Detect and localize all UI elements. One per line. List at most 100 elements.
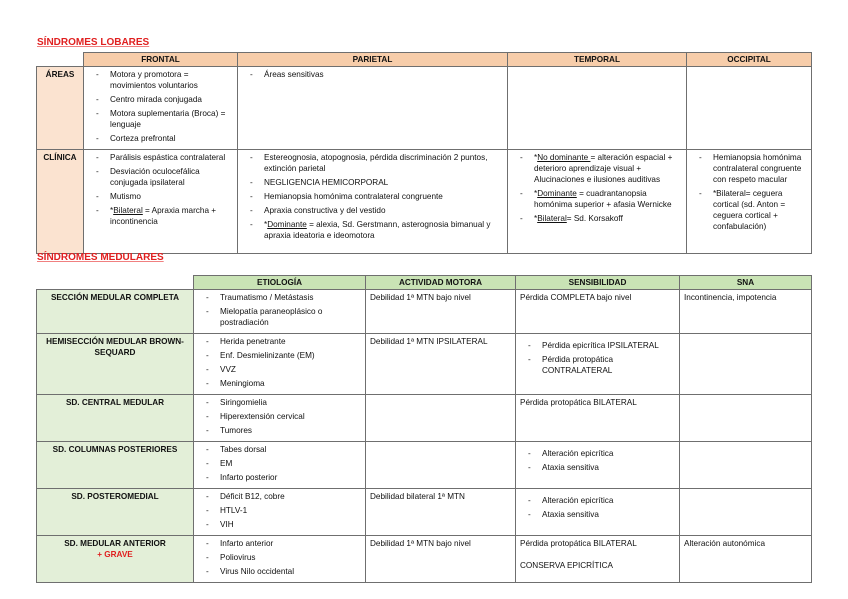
list-item: Pérdida epicrítica IPSILATERAL <box>528 340 675 351</box>
list-item: *Bilateral= Sd. Korsakoff <box>520 213 682 224</box>
bullet-list: Pérdida epicrítica IPSILATERAL Pérdida pr… <box>520 336 675 376</box>
motora-cell: Debilidad 1ª MTN IPSILATERAL <box>365 333 516 395</box>
item-emphasis: Dominante <box>537 189 577 198</box>
list-item: *No dominante = alteración espacial + de… <box>520 152 682 185</box>
bullet-list: Estereognosia, atopognosia, pérdida disc… <box>242 152 503 241</box>
list-item: *Bilateral= ceguera cortical (sd. Anton … <box>699 188 807 232</box>
table-row: HEMISECCIÓN MEDULAR BROWN-SEQUARD Herida … <box>36 333 812 395</box>
list-item: *Bilateral = Apraxia marcha + incontinen… <box>96 205 233 227</box>
bullet-list: Herida penetrante Enf. Desmielinizante (E… <box>198 336 361 389</box>
table-cell: Hemianopsia homónima contralateral congr… <box>686 149 812 254</box>
bullet-list: Alteración epicrítica Ataxia sensitiva <box>520 444 675 473</box>
list-item: Meningioma <box>206 378 361 389</box>
list-item: Hemianopsia homónima contralateral congr… <box>699 152 807 185</box>
sensibilidad-cell: Pérdida protopática BILATERAL <box>515 394 680 442</box>
list-item: Tabes dorsal <box>206 444 361 455</box>
item-text: Hemianopsia homónima contralateral congr… <box>713 153 802 184</box>
sensibilidad-cell: Alteración epicrítica Ataxia sensitiva <box>515 488 680 536</box>
list-item: Traumatismo / Metástasis <box>206 292 361 303</box>
column-header: PARIETAL <box>237 52 508 67</box>
etiologia-cell: Herida penetrante Enf. Desmielinizante (E… <box>193 333 366 395</box>
item-prefix: * <box>264 220 268 229</box>
row-label: SD. POSTEROMEDIAL <box>36 488 194 536</box>
bullet-list: Déficit B12, cobre HTLV-1 VIH <box>198 491 361 530</box>
column-header: OCCIPITAL <box>686 52 812 67</box>
sensibilidad-cell: Pérdida protopática BILATERAL CONSERVA EP… <box>515 535 680 583</box>
sna-cell <box>679 488 812 536</box>
sensibilidad-text: Pérdida COMPLETA bajo nivel <box>520 293 632 302</box>
column-header: ACTIVIDAD MOTORA <box>365 275 516 290</box>
bullet-list: Motora y promotora = movimientos volunta… <box>88 69 233 144</box>
bullet-list: * No dominante = alteración espacial + de… <box>512 152 682 224</box>
list-item: EM <box>206 458 361 469</box>
list-item: Siringomielia <box>206 397 361 408</box>
item-text: = Sd. Korsakoff <box>566 214 623 223</box>
bullet-list: Siringomielia Hiperextensión cervical Tumo… <box>198 397 361 436</box>
list-item: Déficit B12, cobre <box>206 491 361 502</box>
list-item: Corteza prefrontal <box>96 133 233 144</box>
item-text: Centro mirada conjugada <box>110 95 202 104</box>
item-prefix: * <box>534 214 538 223</box>
item-text: *Bilateral= ceguera cortical (sd. Anton … <box>713 189 786 231</box>
item-emphasis: Bilateral <box>113 206 143 215</box>
corner-cell <box>37 53 84 67</box>
list-item: Infarto posterior <box>206 472 361 483</box>
sna-cell: Alteración autonómica <box>679 535 812 583</box>
etiologia-cell: Siringomielia Hiperextensión cervical Tumo… <box>193 394 366 442</box>
list-item: Motora suplementaria (Broca) = lenguaje <box>96 108 233 130</box>
item-prefix: * <box>534 189 538 198</box>
sensibilidad-cell: Pérdida epicrítica IPSILATERAL Pérdida pr… <box>515 333 680 395</box>
table-cell: Estereognosia, atopognosia, pérdida disc… <box>237 149 508 254</box>
motora-cell: Debilidad bilateral 1ª MTN <box>365 488 516 536</box>
table-row: ÁREAS Motora y promotora = movimientos vo… <box>36 66 812 150</box>
syndrome-name: SD. COLUMNAS POSTERIORES <box>52 445 178 454</box>
medulares-table: ETIOLOGÍA ACTIVIDAD MOTORA SENSIBILIDAD SNA… <box>36 275 812 583</box>
item-text: Parálisis espástica contralateral <box>110 153 226 162</box>
column-header: FRONTAL <box>83 52 238 67</box>
row-label: SD. MEDULAR ANTERIOR + GRAVE <box>36 535 194 583</box>
row-label: SD. COLUMNAS POSTERIORES <box>36 441 194 489</box>
bullet-list: Infarto anterior Poliovirus Virus Nilo occ… <box>198 538 361 577</box>
motora-cell: Debilidad 1ª MTN bajo nivel <box>365 535 516 583</box>
table-row: SD. COLUMNAS POSTERIORES Tabes dorsal EM In… <box>36 441 812 489</box>
list-item: Ataxia sensitiva <box>528 462 675 473</box>
motora-cell <box>365 441 516 489</box>
list-item: Apraxia constructiva y del vestido <box>250 205 503 216</box>
sna-cell <box>679 394 812 442</box>
item-text: Corteza prefrontal <box>110 134 176 143</box>
list-item: HTLV-1 <box>206 505 361 516</box>
table-cell: * No dominante = alteración espacial + de… <box>507 149 687 254</box>
table-row: SD. MEDULAR ANTERIOR + GRAVE Infarto anter… <box>36 535 812 583</box>
list-item: *Dominante = cuadrantanopsia homónima su… <box>520 188 682 210</box>
etiologia-cell: Tabes dorsal EM Infarto posterior <box>193 441 366 489</box>
list-item: Mutismo <box>96 191 233 202</box>
list-item: Enf. Desmielinizante (EM) <box>206 350 361 361</box>
table-row: SD. CENTRAL MEDULAR Siringomielia Hiperext… <box>36 394 812 442</box>
item-text: Áreas sensitivas <box>264 70 324 79</box>
list-item: Pérdida protopática CONTRALATERAL <box>528 354 675 376</box>
table-cell <box>686 66 812 150</box>
lobares-title: SÍNDROMES LOBARES <box>37 37 150 48</box>
table-cell: Parálisis espástica contralateral Desviac… <box>83 149 238 254</box>
item-text: = Apraxia marcha + incontinencia <box>110 206 217 226</box>
item-text: = alexia, Sd. Gerstmann, asterognosia bi… <box>264 220 491 240</box>
syndrome-name: HEMISECCIÓN MEDULAR BROWN-SEQUARD <box>46 337 184 357</box>
sna-cell <box>679 333 812 395</box>
column-header: SNA <box>679 275 812 290</box>
bullet-list: Tabes dorsal EM Infarto posterior <box>198 444 361 483</box>
item-emphasis: No dominante <box>537 153 591 162</box>
item-text: Apraxia constructiva y del vestido <box>264 206 386 215</box>
list-item: Mielopatía paraneoplásico o postradiació… <box>206 306 361 328</box>
item-text: = alteración espacial + deterioro aprend… <box>534 153 673 184</box>
bullet-list: Hemianopsia homónima contralateral congr… <box>691 152 807 232</box>
item-text: Motora suplementaria (Broca) = lenguaje <box>110 109 226 129</box>
list-item: Parálisis espástica contralateral <box>96 152 233 163</box>
row-label: HEMISECCIÓN MEDULAR BROWN-SEQUARD <box>36 333 194 395</box>
syndrome-name: SECCIÓN MEDULAR COMPLETA <box>50 293 180 302</box>
table-cell: Áreas sensitivas <box>237 66 508 150</box>
list-item: VVZ <box>206 364 361 375</box>
severity-note: + GRAVE <box>97 550 133 559</box>
item-text: Mutismo <box>110 192 141 201</box>
etiologia-cell: Déficit B12, cobre HTLV-1 VIH <box>193 488 366 536</box>
